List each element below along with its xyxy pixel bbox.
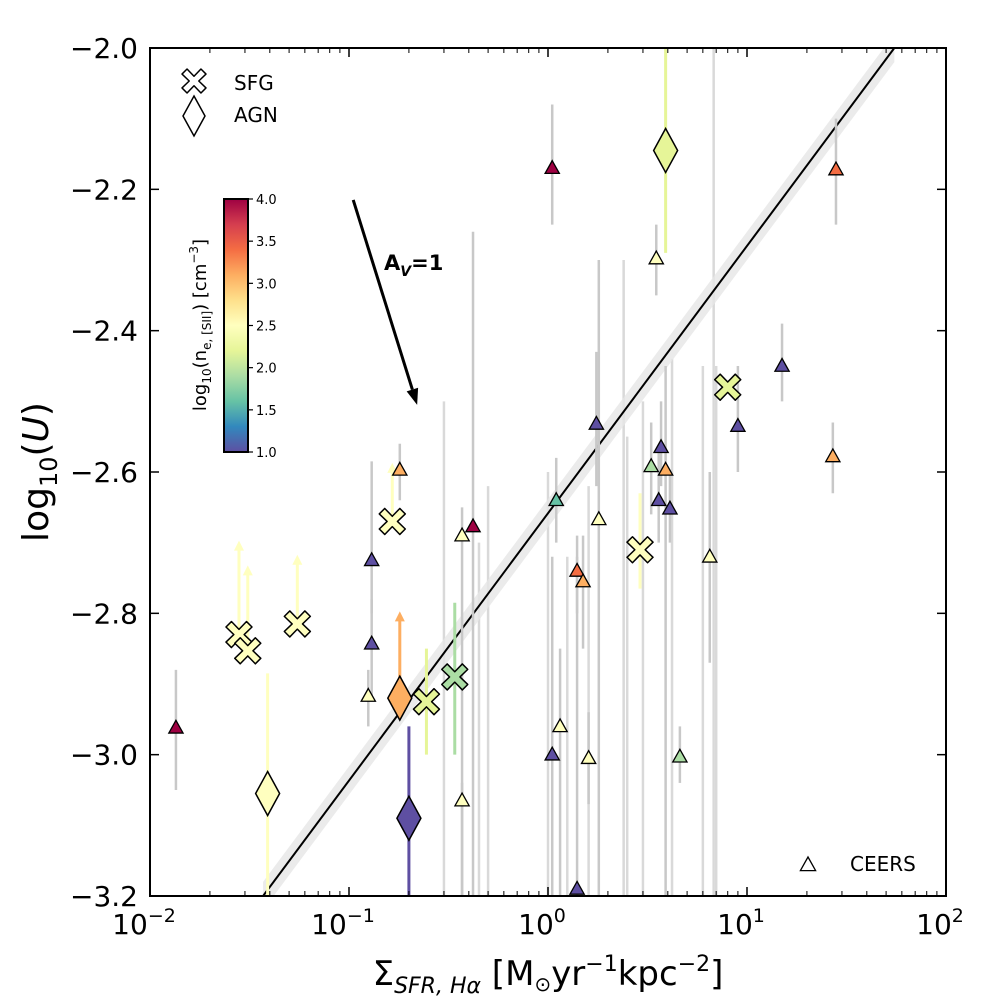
ceers-point	[648, 249, 665, 265]
legend-sfg-label: SFG	[234, 71, 274, 95]
errorbars	[174, 48, 838, 896]
ceers-point	[167, 718, 185, 734]
y-tick-label: −2.6	[70, 456, 138, 489]
legend: SFG AGN CEERS	[181, 68, 916, 876]
ceers-point	[671, 747, 689, 763]
av-arrow-label: AV=1	[384, 251, 443, 280]
ceers-point	[453, 791, 471, 807]
colorbar-tick-label: 1.0	[256, 446, 277, 461]
colorbar-tick-label: 4.0	[256, 193, 277, 208]
ceers-point	[363, 634, 380, 650]
y-tick-label: −3.2	[70, 880, 138, 913]
agn-point	[396, 794, 422, 842]
colorbar-label: log10(ne, [SII]) [cm−3]	[187, 239, 214, 411]
sfg-point	[713, 373, 742, 401]
ceers-point	[363, 551, 380, 567]
av-arrow-shaft	[351, 199, 414, 391]
ceers-point	[827, 160, 845, 176]
ceers-point	[453, 526, 471, 542]
ceers-point	[464, 517, 482, 533]
legend-agn-icon	[182, 94, 206, 138]
colorbar-tick-label: 1.5	[256, 404, 277, 419]
ceers-point	[701, 547, 719, 563]
y-tick-label: −2.4	[70, 315, 138, 348]
x-axis-label: ΣSFR, Hα [M⊙yr−1kpc−2]	[373, 952, 724, 996]
ceers-point	[568, 562, 586, 577]
ceers-point	[661, 499, 679, 515]
ceers-point	[543, 745, 561, 761]
colorbar-tick-label: 3.0	[256, 277, 277, 292]
ceers-point	[574, 572, 592, 588]
ceers-point	[548, 491, 565, 507]
background-errorbars	[442, 48, 718, 896]
annotation: AV=1	[351, 199, 443, 405]
y-tick-label: −2.0	[70, 32, 138, 65]
colorbar: 1.0 1.5 2.0 2.5 3.0 3.5 4.0 log10(ne, [SII]) [c…	[187, 193, 277, 461]
ceers-point	[729, 417, 747, 432]
data-points	[167, 126, 845, 895]
ceers-point	[551, 717, 569, 733]
lower-limit-arrow-head	[292, 554, 303, 565]
x-tick-label: 101	[717, 905, 765, 941]
ceers-point	[391, 461, 409, 476]
agn-point	[386, 674, 413, 722]
ceers-point	[590, 510, 608, 526]
legend-ceers-label: CEERS	[850, 852, 916, 876]
ceers-point	[824, 447, 842, 463]
y-tick-label: −3.0	[70, 739, 138, 772]
x-tick-label: 102	[916, 905, 964, 941]
ceers-point	[580, 749, 597, 765]
ceers-point	[657, 461, 674, 476]
lower-limit-arrow-head	[242, 565, 253, 576]
colorbar-tick-label: 3.5	[256, 235, 277, 250]
colorbar-tick-label: 2.5	[256, 320, 277, 335]
sfg-point	[441, 663, 469, 691]
x-tick-label: 100	[518, 905, 566, 941]
colorbar-tick-label: 2.0	[256, 362, 277, 377]
sfg-point	[412, 687, 441, 716]
av-arrow-head	[406, 387, 419, 405]
ceers-point	[588, 415, 605, 430]
ceers-point	[543, 159, 561, 175]
x-tick-label: 10−1	[311, 905, 375, 941]
legend-ceers-icon	[799, 855, 817, 872]
ceers-point	[568, 880, 586, 895]
sfg-point	[378, 507, 407, 536]
sfg-point	[283, 610, 312, 638]
axes: −3.2 −3.0 −2.8 −2.6 −2.4 −2.2 −2.0 10−2 10−1 100 1…	[16, 32, 964, 996]
legend-sfg-icon	[181, 68, 207, 94]
legend-agn-label: AGN	[234, 103, 278, 127]
lower-limit-arrow-head	[394, 611, 405, 622]
fit-line	[262, 48, 896, 896]
sfg-point	[234, 637, 262, 665]
y-tick-label: −2.2	[70, 173, 138, 206]
agn-point	[652, 126, 679, 175]
ceers-point	[360, 687, 377, 702]
x-tick-label: 10−2	[112, 905, 176, 941]
fit-line-path	[262, 48, 896, 896]
ceers-point	[642, 457, 660, 473]
agn-point	[254, 769, 281, 818]
colorbar-bar	[223, 198, 249, 453]
y-tick-label: −2.8	[70, 597, 138, 630]
lower-limit-arrow-head	[233, 540, 244, 551]
ceers-point	[650, 491, 667, 507]
sfg-point	[626, 535, 654, 564]
ceers-point	[652, 438, 670, 454]
y-axis-label: log10(U)	[16, 402, 63, 542]
ceers-point	[773, 357, 791, 372]
